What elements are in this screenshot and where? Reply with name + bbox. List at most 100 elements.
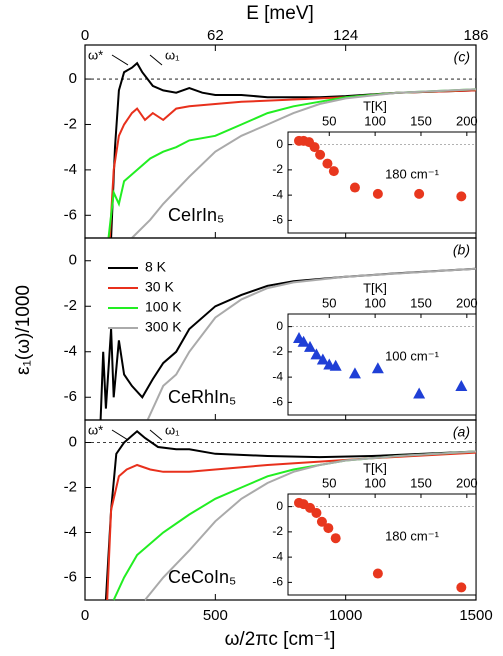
x-tick-label: 0 [81, 607, 89, 624]
series-line [106, 451, 477, 601]
inset-y-tick-label: 0 [276, 137, 283, 151]
inset-point [316, 516, 327, 527]
inset-point [372, 188, 383, 199]
y-tick-label: -2 [64, 115, 77, 132]
inset-y-tick-label: -6 [272, 213, 283, 227]
annotation-arrow [149, 429, 163, 441]
inset-x-tick-label: 100 [364, 113, 386, 128]
inset-x-tick-label: 150 [410, 475, 432, 490]
top-tick-label: 0 [81, 27, 89, 44]
series-line [110, 61, 477, 239]
y-tick-label: -4 [64, 523, 77, 540]
inset-x-tick-label: 200 [456, 113, 478, 128]
x-tick-label: 500 [203, 607, 228, 624]
top-tick-label: 186 [463, 27, 488, 44]
inset-point [310, 348, 323, 360]
inset-point [414, 188, 425, 199]
inset-x-tick-label: 50 [322, 475, 336, 490]
compound-label: CeCoIn₅ [168, 567, 236, 587]
inset-note: 100 cm⁻¹ [385, 348, 439, 363]
inset-x-title: T[K] [363, 460, 387, 475]
inset-point [371, 362, 384, 374]
annotation-arrow [111, 429, 129, 441]
inset-x-tick-label: 150 [410, 113, 432, 128]
compound-label: CeRhIn₅ [168, 387, 236, 407]
y-tick-label: -6 [64, 206, 77, 223]
inset-point [330, 533, 341, 544]
inset-point [349, 182, 360, 193]
inset-point [311, 507, 322, 518]
inset-y-tick-label: -4 [272, 369, 283, 383]
y-tick-label: -6 [64, 388, 77, 405]
series-line [108, 89, 477, 239]
panel-label: (b) [453, 242, 470, 258]
legend-label: 8 K [145, 259, 167, 275]
y-tick-label: -4 [64, 161, 77, 178]
inset-x-tick-label: 200 [456, 475, 478, 490]
inset-point [315, 149, 326, 160]
x-tick-label: 1500 [459, 607, 492, 624]
annotation: ω₁ [165, 422, 180, 437]
annotation-arrow [111, 54, 129, 66]
panel-label: (a) [453, 424, 470, 440]
inset-y-tick-label: 0 [276, 499, 283, 513]
inset-x-tick-label: 150 [410, 295, 432, 310]
inset-note: 180 cm⁻¹ [385, 528, 439, 543]
inset-x-tick-label: 50 [322, 295, 336, 310]
annotation: ω* [88, 422, 103, 437]
inset-x-tick-label: 100 [364, 475, 386, 490]
series-line [107, 88, 477, 239]
inset-point [413, 387, 426, 399]
inset-point [456, 582, 467, 593]
inset-y-tick-label: -2 [272, 344, 283, 358]
series-line [99, 267, 477, 421]
top-tick-label: 124 [333, 27, 358, 44]
y-tick-label: 0 [69, 252, 77, 269]
legend-label: 30 K [145, 279, 174, 295]
inset-x-tick-label: 50 [322, 113, 336, 128]
inset-y-tick-label: 0 [276, 319, 283, 333]
panel-label: (c) [454, 49, 470, 65]
series-line [131, 88, 477, 239]
inset-point [309, 142, 320, 153]
inset-y-tick-label: -4 [272, 549, 283, 563]
y-tick-label: 0 [69, 433, 77, 450]
inset-note: 180 cm⁻¹ [385, 166, 439, 181]
inset-point [372, 568, 383, 579]
inset-y-tick-label: -6 [272, 395, 283, 409]
inset-point [328, 166, 339, 177]
inset-y-tick-label: -6 [272, 575, 283, 589]
y-tick-label: -2 [64, 297, 77, 314]
inset-x-title: T[K] [363, 280, 387, 295]
inset-point [323, 523, 334, 534]
inset-point [316, 353, 329, 365]
annotation: ω* [88, 47, 103, 62]
x-tick-label: 1000 [329, 607, 362, 624]
series-line [104, 429, 477, 601]
top-axis-title: E [meV] [246, 3, 314, 24]
y-tick-label: -6 [64, 568, 77, 585]
y-tick-label: -2 [64, 478, 77, 495]
inset-point [456, 191, 467, 202]
inset-point [348, 367, 361, 379]
series-line [144, 450, 477, 601]
inset-y-tick-label: -2 [272, 524, 283, 538]
inset-frame [287, 313, 477, 416]
inset-frame [287, 131, 477, 234]
inset-point [322, 158, 333, 169]
annotation-arrow [149, 54, 163, 66]
y-tick-label: -4 [64, 343, 77, 360]
inset-point [304, 340, 317, 352]
x-axis-title: ω/2πc [cm⁻¹] [225, 629, 336, 650]
compound-label: CeIrIn₅ [168, 205, 224, 225]
inset-x-tick-label: 200 [456, 295, 478, 310]
inset-x-title: T[K] [363, 98, 387, 113]
annotation: ω₁ [165, 47, 180, 62]
legend-label: 100 K [145, 299, 182, 315]
inset-point [297, 335, 310, 347]
legend-label: 300 K [145, 319, 182, 335]
inset-point [329, 359, 342, 371]
inset-y-tick-label: -2 [272, 162, 283, 176]
